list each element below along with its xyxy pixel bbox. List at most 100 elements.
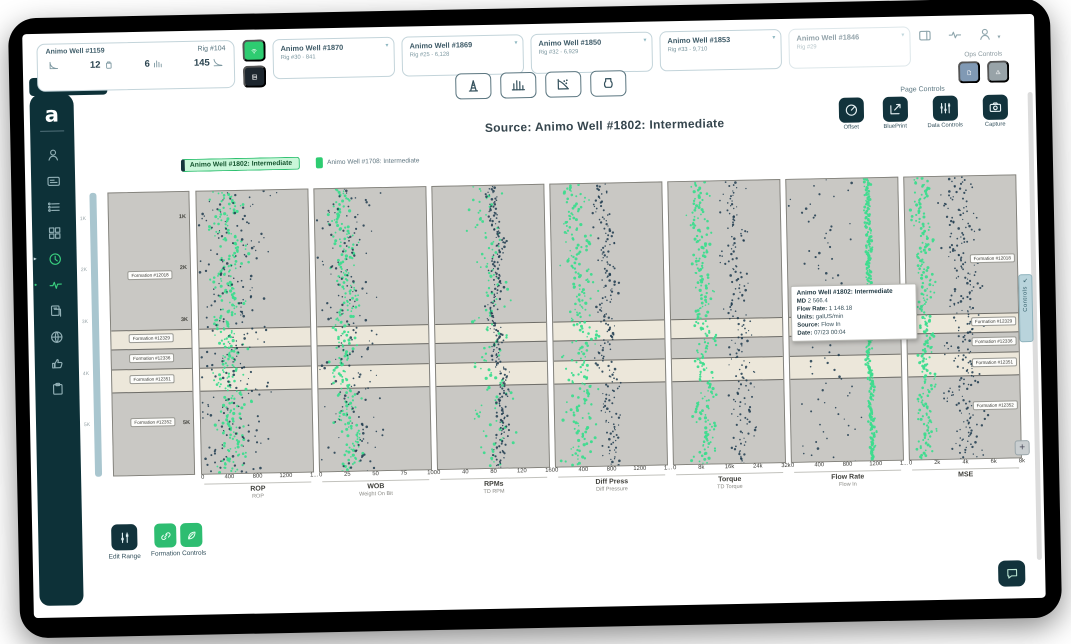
depth-label: 3K [180, 317, 189, 324]
axis-tick: 400 [578, 466, 589, 474]
tooltip-row-label: Units: [796, 314, 815, 321]
primary-well-card[interactable]: Animo Well #1159 Rig #104 12 6 145 [36, 39, 236, 92]
axis-tick: 100 [427, 470, 437, 477]
track-rpms[interactable] [431, 183, 551, 470]
formation-style-button[interactable] [180, 522, 203, 548]
formation-label-right[interactable]: Formation #12329 [970, 316, 1017, 327]
axis-tick: 400 [224, 474, 235, 481]
well-card-name: Animo Well #1853 [667, 35, 731, 46]
track-diff-press[interactable] [549, 181, 668, 468]
connection-wifi-button[interactable] [242, 39, 266, 62]
sidebar-item-dashboard[interactable] [40, 219, 69, 246]
track-mse[interactable]: Formation #12018 Formation #12329 Formatio… [903, 174, 1022, 461]
axis-wob: 0 25 50 75 100 WOB Weight On Bit [319, 470, 437, 498]
axis-tick: 1200 [633, 465, 647, 473]
chevron-down-icon: ▾ [997, 34, 1001, 41]
page-control: BluePrint [878, 96, 913, 130]
controls-tab[interactable]: ↙ Controls [1018, 274, 1034, 343]
formation-label[interactable]: Formation #12018 [127, 269, 173, 280]
formation-label-right[interactable]: Formation #12351 [971, 357, 1018, 368]
tooltip-row-label: MD [796, 298, 807, 305]
axis-tick: 1200 [869, 461, 883, 468]
zoom-in-button[interactable]: + [1014, 440, 1030, 456]
legend-swatch [315, 157, 324, 169]
ops-report-button[interactable] [957, 61, 981, 84]
well-card[interactable]: Animo Well #1850 Rig #32 - 6,929 ▾ [530, 31, 654, 75]
offset-button[interactable] [838, 97, 864, 123]
clipboard-icon [52, 382, 63, 395]
formation-label[interactable]: Formation #12352 [130, 417, 176, 427]
chat-button[interactable] [997, 560, 1026, 587]
axis-tick: 160 [545, 467, 555, 474]
legend-item[interactable]: Animo Well #1708: Intermediate [315, 155, 420, 169]
primary-rig-label: Rig #104 [197, 45, 226, 53]
edit-range-control: Edit Range [96, 524, 153, 562]
axis-tick: 0 [672, 465, 677, 472]
axis-tick: 800 [842, 461, 853, 468]
axis-sublabel: TD RPM [483, 488, 505, 496]
tooltip-row: Date: 07/23 00:04 [797, 327, 911, 337]
rig-view-button[interactable] [455, 72, 492, 100]
formation-label-right[interactable]: Formation #12352 [972, 400, 1018, 411]
sidebar-item-profile[interactable] [38, 141, 67, 168]
capture-button[interactable] [982, 94, 1008, 120]
sidebar-item-reports[interactable] [43, 375, 72, 402]
doc-icon [967, 69, 971, 75]
formation-label-right[interactable]: Formation #12018 [969, 252, 1015, 263]
depth-range-slider[interactable] [89, 192, 103, 477]
edit-range-button[interactable] [111, 524, 138, 551]
bit-view-button[interactable] [590, 70, 627, 97]
track-torque[interactable] [667, 179, 786, 466]
scatter-icon [557, 78, 570, 90]
thumb-icon [51, 358, 63, 368]
topbar-panel-button[interactable] [917, 28, 932, 48]
data-controls-button[interactable] [932, 95, 958, 121]
depth-label: 1K [178, 213, 186, 220]
connection-server-button[interactable] [242, 65, 267, 88]
axis-sublabel: Flow In [838, 481, 857, 488]
sidebar-active-caret: ▸ [33, 256, 37, 263]
sidebar-item-performance[interactable]: • [34, 271, 70, 298]
activity-icon [948, 31, 962, 39]
legend-chip-selected[interactable]: Animo Well #1802: Intermediate [180, 156, 301, 173]
controls-tab-label: Controls [1022, 286, 1029, 312]
sidebar-item-time-view[interactable]: ▸ [34, 245, 69, 272]
well-card[interactable]: Animo Well #1870 Rig #30 - 841 ▾ [272, 36, 396, 80]
primary-stat-value: 145 [193, 56, 210, 69]
formation-link-button[interactable] [154, 523, 177, 548]
tooltip-row-value: 1 148.18 [828, 305, 853, 312]
ops-alerts-button[interactable] [986, 60, 1010, 83]
formation-label[interactable]: Formation #12336 [128, 352, 175, 363]
tooltip-row-value: galUS/min [815, 313, 844, 321]
sidebar-item-activity-list[interactable] [39, 193, 68, 220]
topbar-activity-button[interactable] [947, 27, 962, 47]
topbar-account-button[interactable] [977, 27, 992, 47]
sidebar-item-web[interactable] [42, 323, 71, 350]
wells-view-button[interactable] [500, 71, 537, 99]
scatter-dots [197, 189, 278, 475]
sidebar-item-documents[interactable] [41, 297, 70, 324]
person-icon [980, 28, 990, 40]
panel-icon [919, 30, 931, 41]
decline-icon [213, 58, 223, 67]
sidebar-item-approvals[interactable] [43, 349, 72, 376]
scatter-view-button[interactable] [545, 71, 582, 98]
formation-label[interactable]: Formation #12329 [128, 333, 175, 344]
axis-tick: 4k [962, 459, 969, 466]
formation-label[interactable]: Formation #12351 [129, 374, 175, 385]
track-wob[interactable] [313, 186, 433, 473]
well-card[interactable]: Animo Well #1846 Rig #29 ▾ [788, 26, 912, 69]
formation-label-right[interactable]: Formation #12336 [971, 336, 1017, 346]
blueprint-button[interactable] [882, 96, 908, 122]
sidebar-item-wells[interactable] [39, 167, 68, 194]
pulse-icon [49, 281, 62, 289]
bit-icon [603, 78, 613, 88]
well-card[interactable]: Animo Well #1853 Rig #33 - 9,710 ▾ [659, 28, 783, 72]
derrick-icon [468, 80, 479, 92]
chart-sm-icon [154, 60, 162, 68]
formation-band [108, 191, 192, 331]
well-card-name: Animo Well #1850 [538, 37, 602, 48]
well-card[interactable]: Animo Well #1869 Rig #25 - 6,128 ▾ [401, 34, 525, 77]
well-card-status-icon: ▾ [772, 35, 776, 42]
track-rop[interactable] [195, 188, 315, 475]
